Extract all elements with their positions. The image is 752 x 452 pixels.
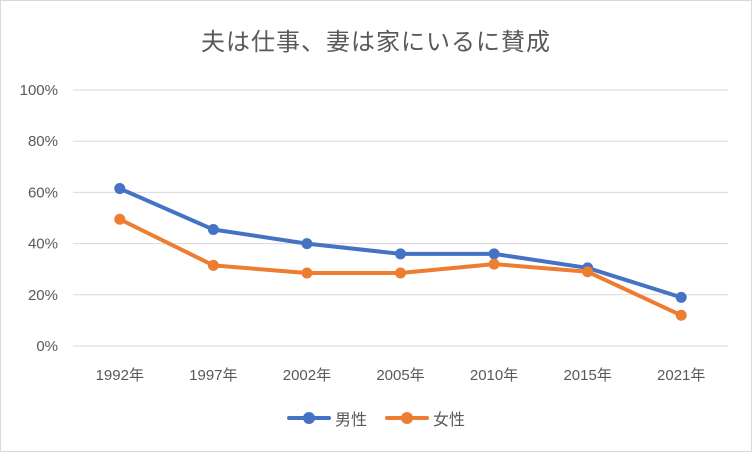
data-point	[114, 213, 126, 225]
legend-key-male	[286, 411, 331, 425]
x-tick-label: 2021年	[657, 367, 705, 384]
chart-title: 夫は仕事、妻は家にいるに賛成	[201, 28, 551, 56]
data-point	[207, 224, 219, 236]
y-tick-label: 80%	[28, 133, 58, 150]
x-tick-label: 2005年	[376, 367, 424, 384]
data-point	[675, 309, 687, 321]
legend-item-male: 男性	[286, 406, 367, 430]
y-tick-label: 40%	[28, 236, 58, 253]
data-point	[207, 259, 219, 271]
data-point	[488, 248, 500, 260]
x-tick-label: 2002年	[283, 367, 331, 384]
y-tick-label: 20%	[28, 287, 58, 304]
x-tick-label: 2010年	[470, 367, 518, 384]
data-point	[395, 267, 406, 279]
legend-item-female: 女性	[385, 406, 465, 430]
data-point	[301, 267, 313, 279]
data-point	[114, 183, 126, 195]
legend: 男性 女性	[0, 406, 752, 430]
series-line-1	[117, 217, 684, 318]
data-point	[301, 238, 313, 250]
data-point	[675, 291, 687, 303]
x-tick-label: 1992年	[96, 367, 144, 384]
series-line-0	[117, 186, 684, 300]
data-point	[395, 248, 406, 260]
x-tick-label: 2015年	[563, 367, 611, 384]
legend-label-male: 男性	[334, 410, 367, 429]
legend-label-female: 女性	[433, 410, 466, 429]
y-tick-label: 60%	[28, 184, 58, 201]
y-tick-label: 100%	[20, 82, 58, 99]
legend-key-female	[385, 411, 429, 425]
y-tick-label: 0%	[36, 338, 58, 355]
x-tick-label: 1997年	[189, 367, 237, 384]
data-point	[582, 266, 594, 278]
data-point	[488, 258, 500, 270]
